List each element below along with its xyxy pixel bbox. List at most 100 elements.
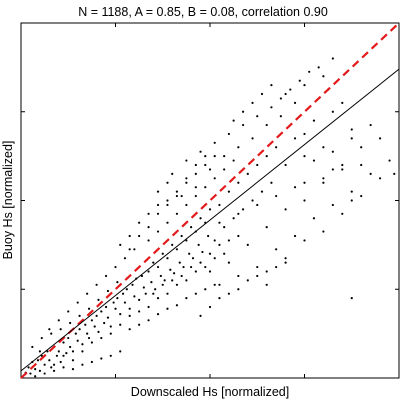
data-point <box>100 310 103 313</box>
data-point <box>265 123 268 127</box>
data-point <box>369 123 372 127</box>
data-point <box>312 217 316 220</box>
data-point <box>156 203 160 207</box>
data-point <box>131 283 134 286</box>
data-point <box>194 186 197 189</box>
data-point <box>123 301 127 304</box>
data-point <box>207 234 210 238</box>
data-point <box>341 168 344 171</box>
data-point <box>331 203 334 207</box>
data-point <box>185 181 188 184</box>
data-point <box>109 332 112 335</box>
data-point <box>106 316 110 319</box>
data-point <box>81 363 84 366</box>
data-point <box>303 132 306 136</box>
data-point <box>199 150 202 153</box>
data-point <box>121 292 125 295</box>
data-point <box>52 369 56 372</box>
data-point <box>84 323 87 326</box>
data-point <box>331 110 334 113</box>
data-point <box>147 270 150 273</box>
data-point <box>69 321 72 325</box>
data-point <box>360 194 363 198</box>
data-point <box>350 297 353 300</box>
data-point <box>227 239 230 242</box>
data-point <box>86 292 89 295</box>
data-point <box>97 330 100 333</box>
data-point <box>76 301 79 304</box>
data-point <box>57 319 60 322</box>
data-point <box>59 328 62 331</box>
data-point <box>147 239 150 242</box>
data-point <box>298 79 301 82</box>
data-point <box>175 194 179 198</box>
data-point <box>194 270 197 273</box>
data-point <box>109 325 112 328</box>
data-point <box>208 270 212 273</box>
data-point <box>289 88 292 91</box>
data-point <box>38 369 42 372</box>
data-point <box>227 261 230 264</box>
data-point <box>34 375 37 378</box>
data-point <box>284 261 287 264</box>
data-point <box>175 190 179 193</box>
data-point <box>185 159 188 162</box>
data-point <box>350 190 353 193</box>
data-point <box>128 234 131 238</box>
data-point <box>190 226 193 229</box>
data-point <box>379 137 382 140</box>
data-point <box>284 257 287 260</box>
data-point <box>199 261 202 264</box>
data-point <box>182 265 185 269</box>
data-point <box>213 283 216 286</box>
data-point <box>172 272 176 275</box>
data-point <box>161 283 164 286</box>
data-point <box>74 332 77 335</box>
data-point <box>175 283 179 286</box>
data-point <box>144 292 147 295</box>
data-point <box>62 354 65 357</box>
data-point <box>341 212 344 215</box>
data-point <box>275 146 278 149</box>
data-point <box>223 168 226 171</box>
data-point <box>185 297 188 300</box>
data-point <box>388 159 391 162</box>
data-point <box>251 137 254 140</box>
data-point <box>112 301 115 304</box>
data-point <box>341 101 344 104</box>
data-point <box>284 208 287 211</box>
data-point <box>218 221 221 224</box>
data-point <box>213 257 216 260</box>
data-point <box>133 248 136 251</box>
data-point <box>317 66 320 69</box>
data-point <box>29 372 32 375</box>
data-point <box>90 360 93 364</box>
data-point <box>213 155 216 158</box>
data-point <box>204 155 207 158</box>
data-point <box>67 310 70 313</box>
data-point <box>71 350 75 353</box>
data-point <box>76 339 79 342</box>
data-point <box>156 297 160 300</box>
data-point <box>208 305 212 309</box>
data-point <box>194 292 197 295</box>
data-point <box>303 199 306 202</box>
data-point <box>166 307 169 310</box>
y-axis-label: Buoy Hs [normalized] <box>1 141 15 260</box>
data-point <box>119 243 122 246</box>
data-point <box>275 248 278 251</box>
data-point <box>237 274 240 278</box>
data-point <box>204 186 207 189</box>
data-point <box>350 199 353 202</box>
data-point <box>331 57 334 60</box>
data-point <box>87 307 91 310</box>
data-point <box>97 298 100 301</box>
data-point <box>138 298 141 301</box>
data-point <box>322 181 325 184</box>
data-point <box>175 212 179 215</box>
data-point <box>199 314 202 317</box>
data-point <box>27 366 30 369</box>
data-point <box>138 221 141 224</box>
data-point <box>270 181 273 184</box>
data-point <box>227 292 230 295</box>
